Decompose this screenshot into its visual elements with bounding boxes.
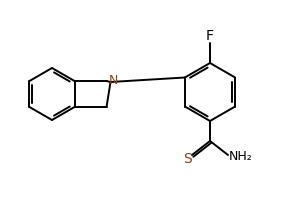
Text: S: S	[183, 152, 192, 166]
Text: F: F	[206, 29, 214, 43]
Text: NH₂: NH₂	[229, 149, 253, 163]
Text: N: N	[109, 74, 118, 88]
